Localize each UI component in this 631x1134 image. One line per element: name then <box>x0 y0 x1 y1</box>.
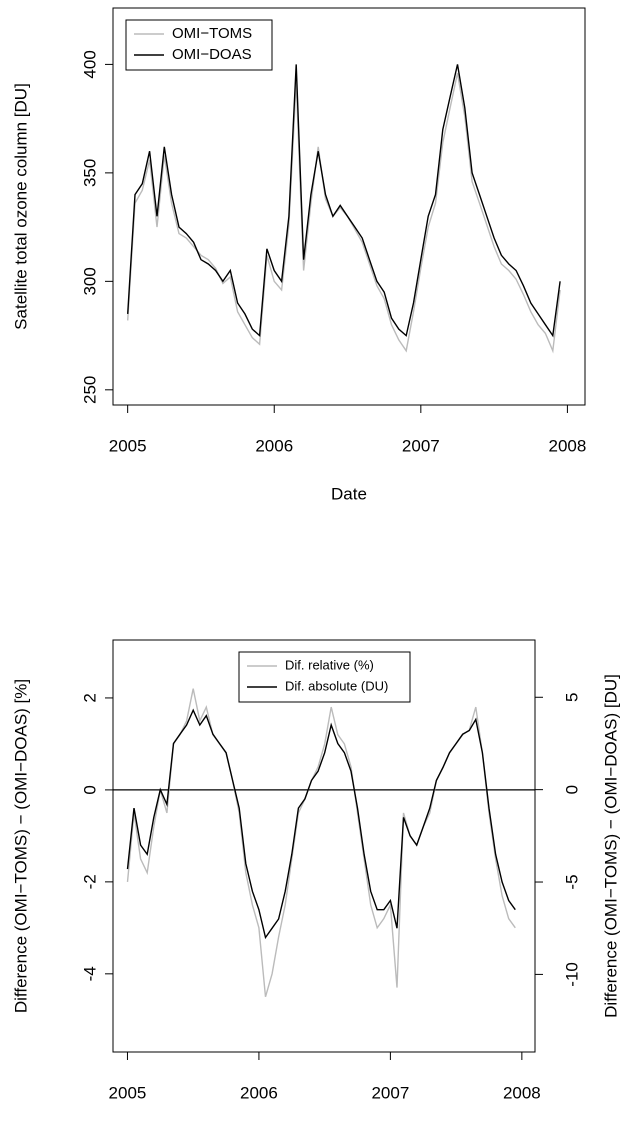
x-tick-label: 2007 <box>371 1083 409 1102</box>
y2-tick-label: -10 <box>562 962 581 987</box>
y-axis-label: Satellite total ozone column [DU] <box>11 83 30 330</box>
x-tick-label: 2007 <box>402 436 440 455</box>
y-tick-label: 350 <box>80 159 99 187</box>
y-axis-label: Difference (OMI−TOMS) − (OMI−DOAS) [%] <box>11 679 30 1013</box>
legend-box <box>125 19 273 71</box>
y2-tick-label: 5 <box>562 693 581 702</box>
x-tick-label: 2008 <box>503 1083 541 1102</box>
y-tick-label: 2 <box>80 693 99 702</box>
y2-axis-label: Difference (OMI−TOMS) − (OMI−DOAS) [DU] <box>601 674 620 1018</box>
series-line <box>126 708 516 940</box>
y-tick-label: 300 <box>80 267 99 295</box>
x-axis-label: Date <box>331 484 367 503</box>
legend-label: OMI−DOAS <box>172 46 252 63</box>
legend-label: Dif. relative (%) <box>285 657 374 672</box>
y-tick-label: 250 <box>80 376 99 404</box>
x-tick-label: 2006 <box>240 1083 278 1102</box>
x-tick-label: 2008 <box>548 436 586 455</box>
y-tick-label: -2 <box>80 874 99 889</box>
legend-box <box>238 651 411 703</box>
series-line <box>127 64 561 338</box>
y2-tick-label: 0 <box>562 785 581 794</box>
x-tick-label: 2005 <box>109 1083 147 1102</box>
x-tick-label: 2005 <box>109 436 147 455</box>
legend-label: Dif. absolute (DU) <box>285 678 388 693</box>
legend-label: OMI−TOMS <box>172 25 252 42</box>
y-tick-label: -4 <box>80 966 99 981</box>
y2-tick-label: -5 <box>562 874 581 889</box>
x-axis-label: Date <box>306 1131 342 1134</box>
y-tick-label: 400 <box>80 50 99 78</box>
x-tick-label: 2006 <box>255 436 293 455</box>
y-tick-label: 0 <box>80 785 99 794</box>
series-line <box>126 688 516 997</box>
